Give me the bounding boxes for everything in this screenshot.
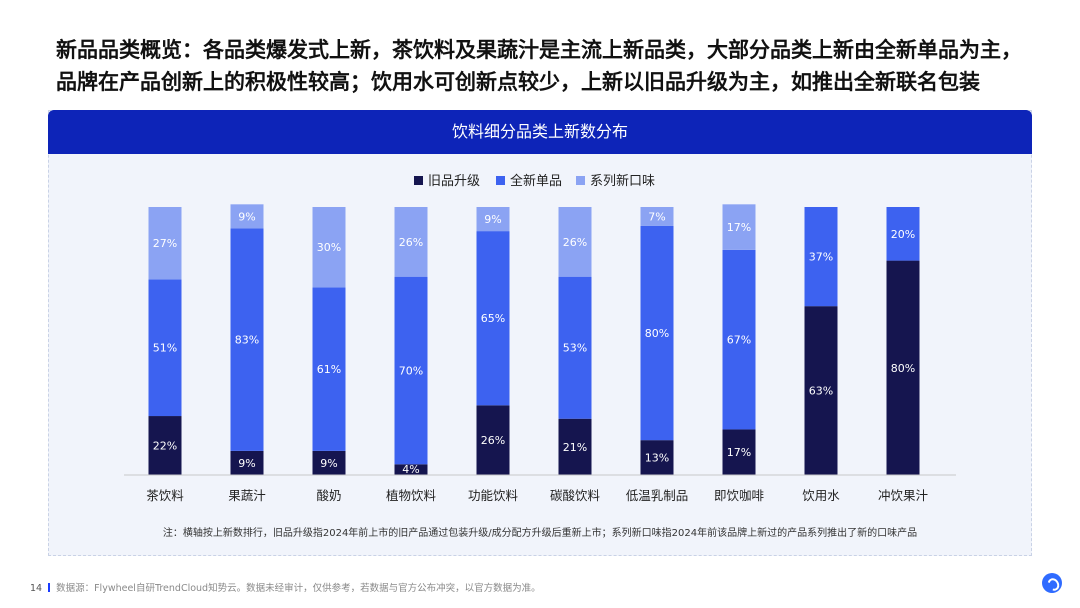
data-label: 63% [809, 385, 833, 398]
chart-panel [48, 110, 1032, 556]
data-label: 30% [317, 241, 341, 254]
x-tick-label: 冲饮果汁 [878, 488, 929, 503]
data-label: 26% [563, 236, 587, 249]
data-label: 80% [891, 362, 915, 375]
data-label: 20% [891, 228, 915, 241]
bar-segment [722, 249, 756, 430]
data-label: 37% [809, 251, 833, 264]
chart-title: 饮料细分品类上新数分布 [48, 110, 1032, 154]
legend-swatch-3 [576, 176, 585, 185]
bar-segment [394, 276, 428, 465]
data-label: 83% [235, 334, 259, 347]
bar-segment [886, 260, 920, 475]
bar-segment [804, 306, 838, 475]
legend-swatch-1 [414, 176, 423, 185]
data-label: 26% [481, 434, 505, 447]
bar-segment [230, 450, 264, 475]
footer-source: 数据源：Flywheel自研TrendCloud知势云。数据未经审计，仅供参考，… [56, 583, 541, 594]
data-label: 22% [153, 440, 177, 453]
data-label: 17% [727, 221, 751, 234]
legend-swatch-2 [496, 176, 505, 185]
x-tick-label: 果蔬汁 [228, 488, 266, 503]
bar-segment [476, 207, 510, 232]
data-label: 9% [238, 457, 255, 470]
legend-label-2: 全新单品 [510, 173, 562, 189]
headline-line-1: 新品品类概览：各品类爆发式上新，茶饮料及果蔬汁是主流上新品类，大部分品类上新由全… [56, 38, 1022, 62]
bar-segment [476, 231, 510, 406]
legend-label-1: 旧品升级 [428, 174, 480, 189]
bar-segment [722, 204, 756, 250]
x-tick-label: 饮用水 [802, 488, 840, 503]
data-label: 9% [320, 457, 337, 470]
chart-note: 注：横轴按上新数排行，旧品升级指2024年前上市的旧产品通过包装升级/成分配方升… [162, 528, 918, 539]
bar-segment [148, 279, 182, 417]
data-label: 7% [648, 210, 665, 223]
bar-segment [230, 204, 264, 229]
data-label: 9% [238, 210, 255, 223]
headline-line-2: 品牌在产品创新上的积极性较高；饮用水可创新点较少，上新以旧品升级为主，如推出全新… [56, 70, 980, 94]
data-label: 65% [481, 312, 505, 325]
legend-label-3: 系列新口味 [590, 173, 655, 189]
bar-segment [230, 228, 264, 451]
x-tick-label: 碳酸饮料 [550, 488, 601, 503]
x-tick-label: 植物饮料 [386, 488, 437, 503]
bar-segment [476, 405, 510, 475]
bar-segment [558, 276, 592, 419]
data-label: 4% [402, 463, 419, 476]
bar-segment [558, 207, 592, 277]
bar-segment [640, 440, 674, 475]
data-label: 27% [153, 237, 177, 250]
data-label: 9% [484, 213, 501, 226]
data-label: 21% [563, 441, 587, 454]
data-label: 13% [645, 452, 669, 465]
data-label: 17% [727, 446, 751, 459]
x-tick-label: 即饮咖啡 [714, 488, 765, 503]
x-tick-label: 功能饮料 [468, 488, 519, 503]
x-tick-label: 茶饮料 [146, 488, 184, 503]
bar-segment [148, 416, 182, 475]
bar-segment [558, 418, 592, 475]
data-label: 70% [399, 364, 423, 377]
bar-segment [886, 207, 920, 261]
bar-segment [394, 207, 428, 277]
bar-segment [722, 429, 756, 475]
data-label: 53% [563, 342, 587, 355]
data-label: 26% [399, 236, 423, 249]
bar-segment [640, 207, 674, 226]
bar-segment [148, 207, 182, 280]
page-number: 14 [30, 583, 43, 594]
brand-logo-icon [1042, 573, 1062, 593]
data-label: 67% [727, 334, 751, 347]
bar-segment [312, 287, 346, 451]
bar-segment [804, 207, 838, 307]
data-label: 61% [317, 363, 341, 376]
bar-segment [394, 464, 428, 475]
data-label: 80% [645, 327, 669, 340]
x-tick-label: 酸奶 [316, 488, 341, 503]
x-tick-label: 低温乳制品 [626, 488, 689, 503]
data-label: 51% [153, 342, 177, 355]
footer: 14 数据源：Flywheel自研TrendCloud知势云。数据未经审计，仅供参… [30, 580, 541, 594]
bar-segment [312, 450, 346, 475]
footer-divider [48, 583, 51, 592]
page-headline: 新品品类概览：各品类爆发式上新，茶饮料及果蔬汁是主流上新品类，大部分品类上新由全… [56, 34, 1046, 98]
bar-segment [640, 225, 674, 441]
bar-segment [312, 207, 346, 288]
